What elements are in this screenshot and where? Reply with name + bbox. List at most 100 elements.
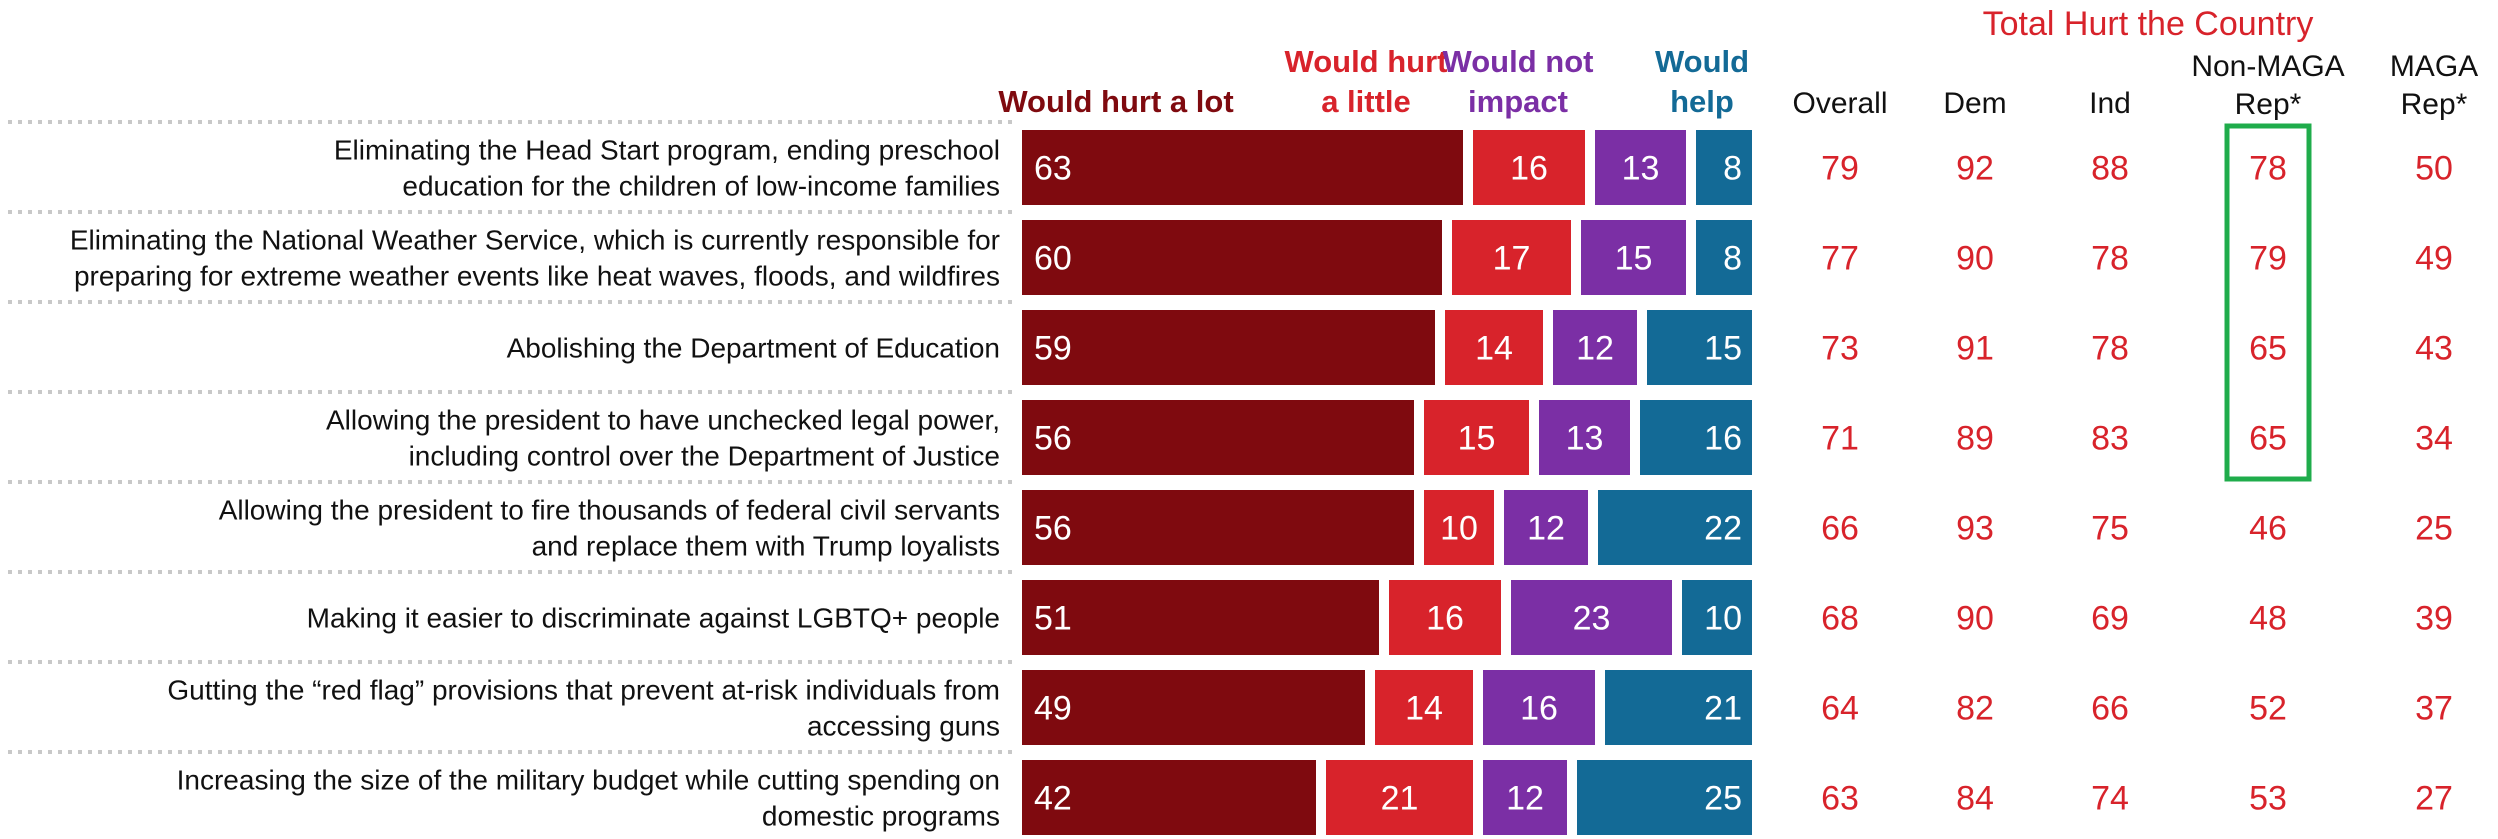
table-value: 75 [2091, 510, 2129, 548]
column-header: Non-MAGA [2191, 50, 2344, 83]
column-header: Rep* [2401, 88, 2468, 121]
category-label: Eliminating the National Weather Service… [70, 225, 1000, 256]
legend-label-2: impact [1468, 84, 1568, 119]
table-value: 34 [2415, 420, 2453, 458]
table-value: 65 [2249, 330, 2287, 368]
table-value: 84 [1956, 780, 1994, 818]
table-value: 77 [1821, 240, 1859, 278]
bar-segment [1696, 220, 1752, 295]
bar-segment [1424, 400, 1529, 475]
table-value: 71 [1821, 420, 1859, 458]
column-header: MAGA [2390, 50, 2478, 83]
bar-value: 23 [1573, 600, 1611, 638]
bar-value: 10 [1440, 510, 1478, 548]
table-value: 88 [2091, 150, 2129, 188]
column-header: Rep* [2235, 88, 2302, 121]
table-value: 89 [1956, 420, 1994, 458]
table-value: 78 [2249, 150, 2287, 188]
table-value: 49 [2415, 240, 2453, 278]
bar-segment [1022, 220, 1442, 295]
bar-value: 59 [1034, 330, 1072, 368]
bar-segment [1326, 760, 1473, 835]
table-value: 46 [2249, 510, 2287, 548]
bar-value: 49 [1034, 690, 1072, 728]
bar-value: 13 [1566, 420, 1604, 458]
bar-segment [1682, 580, 1752, 655]
bar-value: 21 [1381, 780, 1419, 818]
bar-value: 17 [1493, 240, 1531, 278]
table-value: 64 [1821, 690, 1859, 728]
bar-value: 14 [1475, 330, 1513, 368]
table-value: 68 [1821, 600, 1859, 638]
bar-value: 8 [1723, 240, 1742, 278]
bar-segment [1473, 130, 1585, 205]
bar-segment [1389, 580, 1501, 655]
bar-segment [1022, 130, 1463, 205]
bar-value: 56 [1034, 510, 1072, 548]
bar-segment [1424, 490, 1494, 565]
bar-value: 16 [1520, 690, 1558, 728]
bar-segment [1375, 670, 1473, 745]
bar-segment [1553, 310, 1637, 385]
table-value: 66 [1821, 510, 1859, 548]
table-value: 93 [1956, 510, 1994, 548]
bar-value: 22 [1704, 510, 1742, 548]
bar-value: 15 [1704, 330, 1742, 368]
bar-segment [1022, 580, 1379, 655]
bar-value: 13 [1622, 150, 1660, 188]
table-value: 78 [2091, 240, 2129, 278]
bar-segment [1022, 670, 1365, 745]
bar-value: 16 [1704, 420, 1742, 458]
bar-value: 8 [1723, 150, 1742, 188]
table-value: 90 [1956, 600, 1994, 638]
category-label: and replace them with Trump loyalists [532, 531, 1000, 562]
category-label: Gutting the “red flag” provisions that p… [167, 675, 1000, 706]
category-label: Allowing the president to fire thousands… [219, 495, 1000, 526]
table-value: 65 [2249, 420, 2287, 458]
category-label: Allowing the president to have unchecked… [326, 405, 1000, 436]
bar-segment [1504, 490, 1588, 565]
bar-value: 42 [1034, 780, 1072, 818]
bar-segment [1511, 580, 1672, 655]
bar-value: 15 [1615, 240, 1653, 278]
bar-value: 15 [1458, 420, 1496, 458]
bar-value: 16 [1510, 150, 1548, 188]
category-label: Eliminating the Head Start program, endi… [334, 135, 1000, 166]
bar-value: 12 [1506, 780, 1544, 818]
legend-label-1: Would hurt [1285, 44, 1448, 79]
legend-label-3: help [1670, 84, 1734, 119]
legend-label-3: Would [1655, 44, 1749, 79]
bar-value: 56 [1034, 420, 1072, 458]
legend-label-1: a little [1321, 84, 1411, 119]
category-label: including control over the Department of… [409, 441, 1000, 472]
bar-value: 60 [1034, 240, 1072, 278]
bar-value: 25 [1704, 780, 1742, 818]
table-value: 48 [2249, 600, 2287, 638]
table-value: 63 [1821, 780, 1859, 818]
table-value: 66 [2091, 690, 2129, 728]
category-label: Increasing the size of the military budg… [177, 765, 1000, 796]
column-header: Ind [2089, 87, 2131, 120]
bar-segment [1598, 490, 1752, 565]
table-value: 82 [1956, 690, 1994, 728]
table-value: 78 [2091, 330, 2129, 368]
bar-value: 10 [1704, 600, 1742, 638]
table-value: 91 [1956, 330, 1994, 368]
bar-value: 12 [1527, 510, 1565, 548]
category-label: education for the children of low-income… [402, 171, 1000, 202]
bar-value: 21 [1704, 690, 1742, 728]
bar-segment [1647, 310, 1752, 385]
bar-segment [1445, 310, 1543, 385]
category-label: Abolishing the Department of Education [507, 333, 1000, 364]
bar-segment [1640, 400, 1752, 475]
table-value: 27 [2415, 780, 2453, 818]
table-value: 79 [2249, 240, 2287, 278]
table-value: 50 [2415, 150, 2453, 188]
bar-segment [1581, 220, 1686, 295]
table-value: 92 [1956, 150, 1994, 188]
table-value: 90 [1956, 240, 1994, 278]
category-label: Making it easier to discriminate against… [307, 603, 1000, 634]
bar-segment [1022, 490, 1414, 565]
bar-segment [1577, 760, 1752, 835]
